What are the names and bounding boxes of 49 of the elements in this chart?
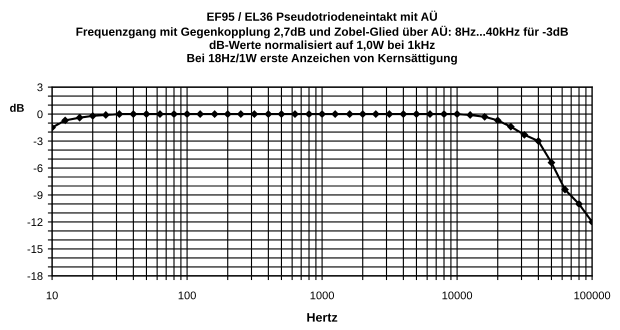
chart-title: EF95 / EL36 Pseudotriodeneintakt mit AÜ Frequenzgang mit Gegenkopplung 2,7dB und Zobel-Glied über AÜ: 8Hz...40kHz für -3dB dB-Werte normalisiert auf 1,0W bei 1kHz Bei 18Hz/1W erste Anzeichen von Kernsättigung [76, 10, 568, 65]
point [102, 111, 110, 119]
x-tick-label: 10000 [442, 291, 472, 300]
point [278, 110, 286, 118]
point [440, 110, 448, 118]
y-tick-label: -3 [34, 137, 43, 146]
point [520, 131, 528, 138]
point [318, 110, 326, 118]
point [76, 114, 84, 122]
point [89, 112, 96, 120]
point [548, 158, 556, 166]
point [359, 110, 366, 118]
x-tick-label: 1000 [310, 291, 334, 300]
point [332, 110, 339, 118]
point [170, 110, 178, 118]
y-tick-label: -9 [34, 191, 43, 200]
point [62, 116, 69, 124]
point [400, 110, 408, 118]
y-tick-label: -12 [27, 218, 42, 226]
point [494, 116, 502, 124]
point [346, 110, 354, 118]
x-axis-title: Hertz [307, 313, 338, 322]
point [575, 200, 583, 208]
point [305, 110, 313, 118]
point [453, 110, 461, 118]
point [130, 110, 137, 118]
point [142, 110, 150, 118]
y-tick-label: -15 [27, 245, 43, 254]
point [211, 110, 218, 118]
point [561, 186, 569, 194]
point [237, 110, 244, 118]
x-tick-label: 100000 [574, 291, 610, 300]
y-tick-label: 3 [37, 83, 43, 92]
point [372, 110, 380, 118]
y-axis-title: dB [10, 104, 24, 112]
point [264, 110, 272, 118]
point [534, 137, 542, 145]
x-tick-label: 10 [46, 291, 58, 300]
point [481, 113, 488, 120]
point [507, 123, 514, 130]
y-tick-label: -6 [34, 164, 43, 172]
point [466, 111, 474, 119]
point [224, 110, 232, 118]
point [412, 110, 420, 118]
y-tick-label: 0 [37, 110, 43, 118]
point [196, 110, 204, 118]
point [183, 110, 191, 118]
y-tick-label: -18 [27, 272, 43, 280]
x-tick-label: 100 [178, 291, 196, 300]
